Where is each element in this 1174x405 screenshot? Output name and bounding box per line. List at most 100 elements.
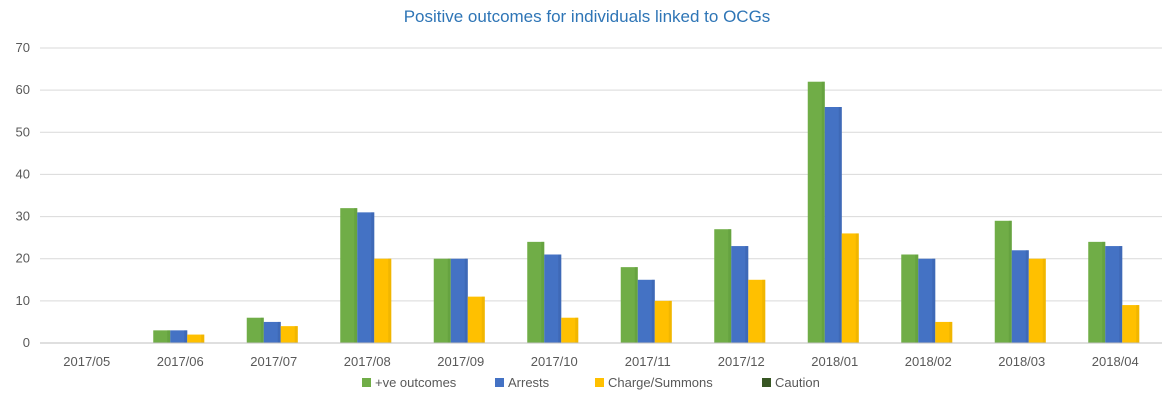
bar-ve-outcomes-2018-04 <box>1088 241 1106 343</box>
bar-arrests-2017-11 <box>637 279 655 343</box>
bar-shade <box>447 258 451 343</box>
bar-shade <box>201 334 205 343</box>
bar-shade <box>167 330 171 343</box>
bar-ve-outcomes-2017-08 <box>340 208 358 343</box>
bar-charge-summons-2017-07 <box>280 326 298 343</box>
bar-charge-summons-2017-10 <box>561 317 579 343</box>
y-tick-label: 20 <box>16 251 30 266</box>
bar-arrests-2018-04 <box>1105 246 1123 343</box>
bar-shade <box>1025 250 1029 343</box>
bar-charge-summons-2018-02 <box>935 321 953 343</box>
bar-ve-outcomes-2017-12 <box>714 229 732 343</box>
bar-shade <box>1102 241 1106 343</box>
x-tick-label: 2017/07 <box>250 354 297 369</box>
legend: +ve outcomes Arrests Charge/Summons Caution <box>362 375 820 390</box>
legend-swatch <box>495 378 504 387</box>
y-axis-ticks: 0 10 20 30 40 50 60 70 <box>16 40 30 350</box>
bar-charge-summons-2018-04 <box>1122 305 1140 343</box>
x-tick-label: 2017/12 <box>718 354 765 369</box>
bar-arrests-2017-10 <box>544 254 562 343</box>
x-axis-ticks: 2017/05 2017/06 2017/07 2017/08 2017/09 2017/… <box>63 354 1139 369</box>
bar-arrests-2017-07 <box>263 321 281 343</box>
bar-shade <box>855 233 859 343</box>
bar-arrests-2018-02 <box>918 258 936 343</box>
y-tick-label: 60 <box>16 82 30 97</box>
bar-ve-outcomes-2017-09 <box>433 258 451 343</box>
y-tick-label: 0 <box>23 335 30 350</box>
x-tick-label: 2017/08 <box>344 354 391 369</box>
chart-title: Positive outcomes for individuals linked… <box>404 7 771 26</box>
bar-charge-summons-2017-09 <box>467 296 485 343</box>
bar-ve-outcomes-2017-07 <box>246 317 264 343</box>
y-tick-label: 30 <box>16 209 30 224</box>
bar-ve-outcomes-2018-01 <box>807 81 825 343</box>
gridlines <box>40 47 1162 302</box>
bar-shade <box>1136 305 1140 343</box>
bar-shade <box>388 258 392 343</box>
bar-charge-summons-2017-06 <box>187 334 205 343</box>
bar-charge-summons-2017-11 <box>654 300 672 343</box>
bar-shade <box>294 326 298 343</box>
bar-shade <box>634 267 638 343</box>
bar-ve-outcomes-2017-11 <box>620 267 638 343</box>
bar-shade <box>277 321 281 343</box>
bar-shade <box>821 81 825 343</box>
bar-shade <box>651 279 655 343</box>
x-tick-label: 2018/02 <box>905 354 952 369</box>
bar-ve-outcomes-2017-10 <box>527 241 545 343</box>
bar-shade <box>1008 220 1012 343</box>
x-tick-label: 2017/09 <box>437 354 484 369</box>
bar-shade <box>541 241 545 343</box>
bar-shade <box>728 229 732 343</box>
bar-shade <box>575 317 579 343</box>
bar-shade <box>668 300 672 343</box>
bar-charge-summons-2018-01 <box>841 233 859 343</box>
bar-shade <box>745 246 749 343</box>
legend-label: Caution <box>775 375 820 390</box>
legend-swatch <box>362 378 371 387</box>
bar-ve-outcomes-2018-02 <box>901 254 919 343</box>
bar-ve-outcomes-2017-06 <box>153 330 171 343</box>
bar-shade <box>481 296 485 343</box>
bar-arrests-2017-06 <box>170 330 188 343</box>
bar-ve-outcomes-2018-03 <box>994 220 1012 343</box>
bar-charge-summons-2018-03 <box>1028 258 1046 343</box>
bar-shade <box>838 107 842 343</box>
x-tick-label: 2017/05 <box>63 354 110 369</box>
bar-shade <box>354 208 358 343</box>
x-tick-label: 2017/11 <box>625 354 671 369</box>
bar-arrests-2017-08 <box>357 212 375 343</box>
bar-shade <box>1042 258 1046 343</box>
bar-shade <box>260 317 264 343</box>
bar-arrests-2017-12 <box>731 246 749 343</box>
legend-label: Arrests <box>508 375 550 390</box>
x-tick-label: 2018/01 <box>811 354 858 369</box>
x-tick-label: 2018/03 <box>998 354 1045 369</box>
x-tick-label: 2018/04 <box>1092 354 1139 369</box>
bar-shade <box>949 321 953 343</box>
bar-charge-summons-2017-12 <box>748 279 766 343</box>
bar-arrests-2017-09 <box>450 258 468 343</box>
bar-shade <box>184 330 188 343</box>
y-tick-label: 70 <box>16 40 30 55</box>
bar-shade <box>932 258 936 343</box>
bar-shade <box>558 254 562 343</box>
bar-shade <box>1119 246 1123 343</box>
legend-label: +ve outcomes <box>375 375 457 390</box>
legend-swatch <box>762 378 771 387</box>
legend-swatch <box>595 378 604 387</box>
bar-arrests-2018-03 <box>1011 250 1029 343</box>
x-tick-label: 2017/10 <box>531 354 578 369</box>
bar-shade <box>371 212 375 343</box>
bar-charge-summons-2017-08 <box>374 258 392 343</box>
x-tick-label: 2017/06 <box>157 354 204 369</box>
y-tick-label: 10 <box>16 293 30 308</box>
bar-shade <box>762 279 766 343</box>
bar-shade <box>915 254 919 343</box>
bar-shade <box>464 258 468 343</box>
y-tick-label: 50 <box>16 124 30 139</box>
legend-label: Charge/Summons <box>608 375 713 390</box>
bars <box>153 81 1140 343</box>
